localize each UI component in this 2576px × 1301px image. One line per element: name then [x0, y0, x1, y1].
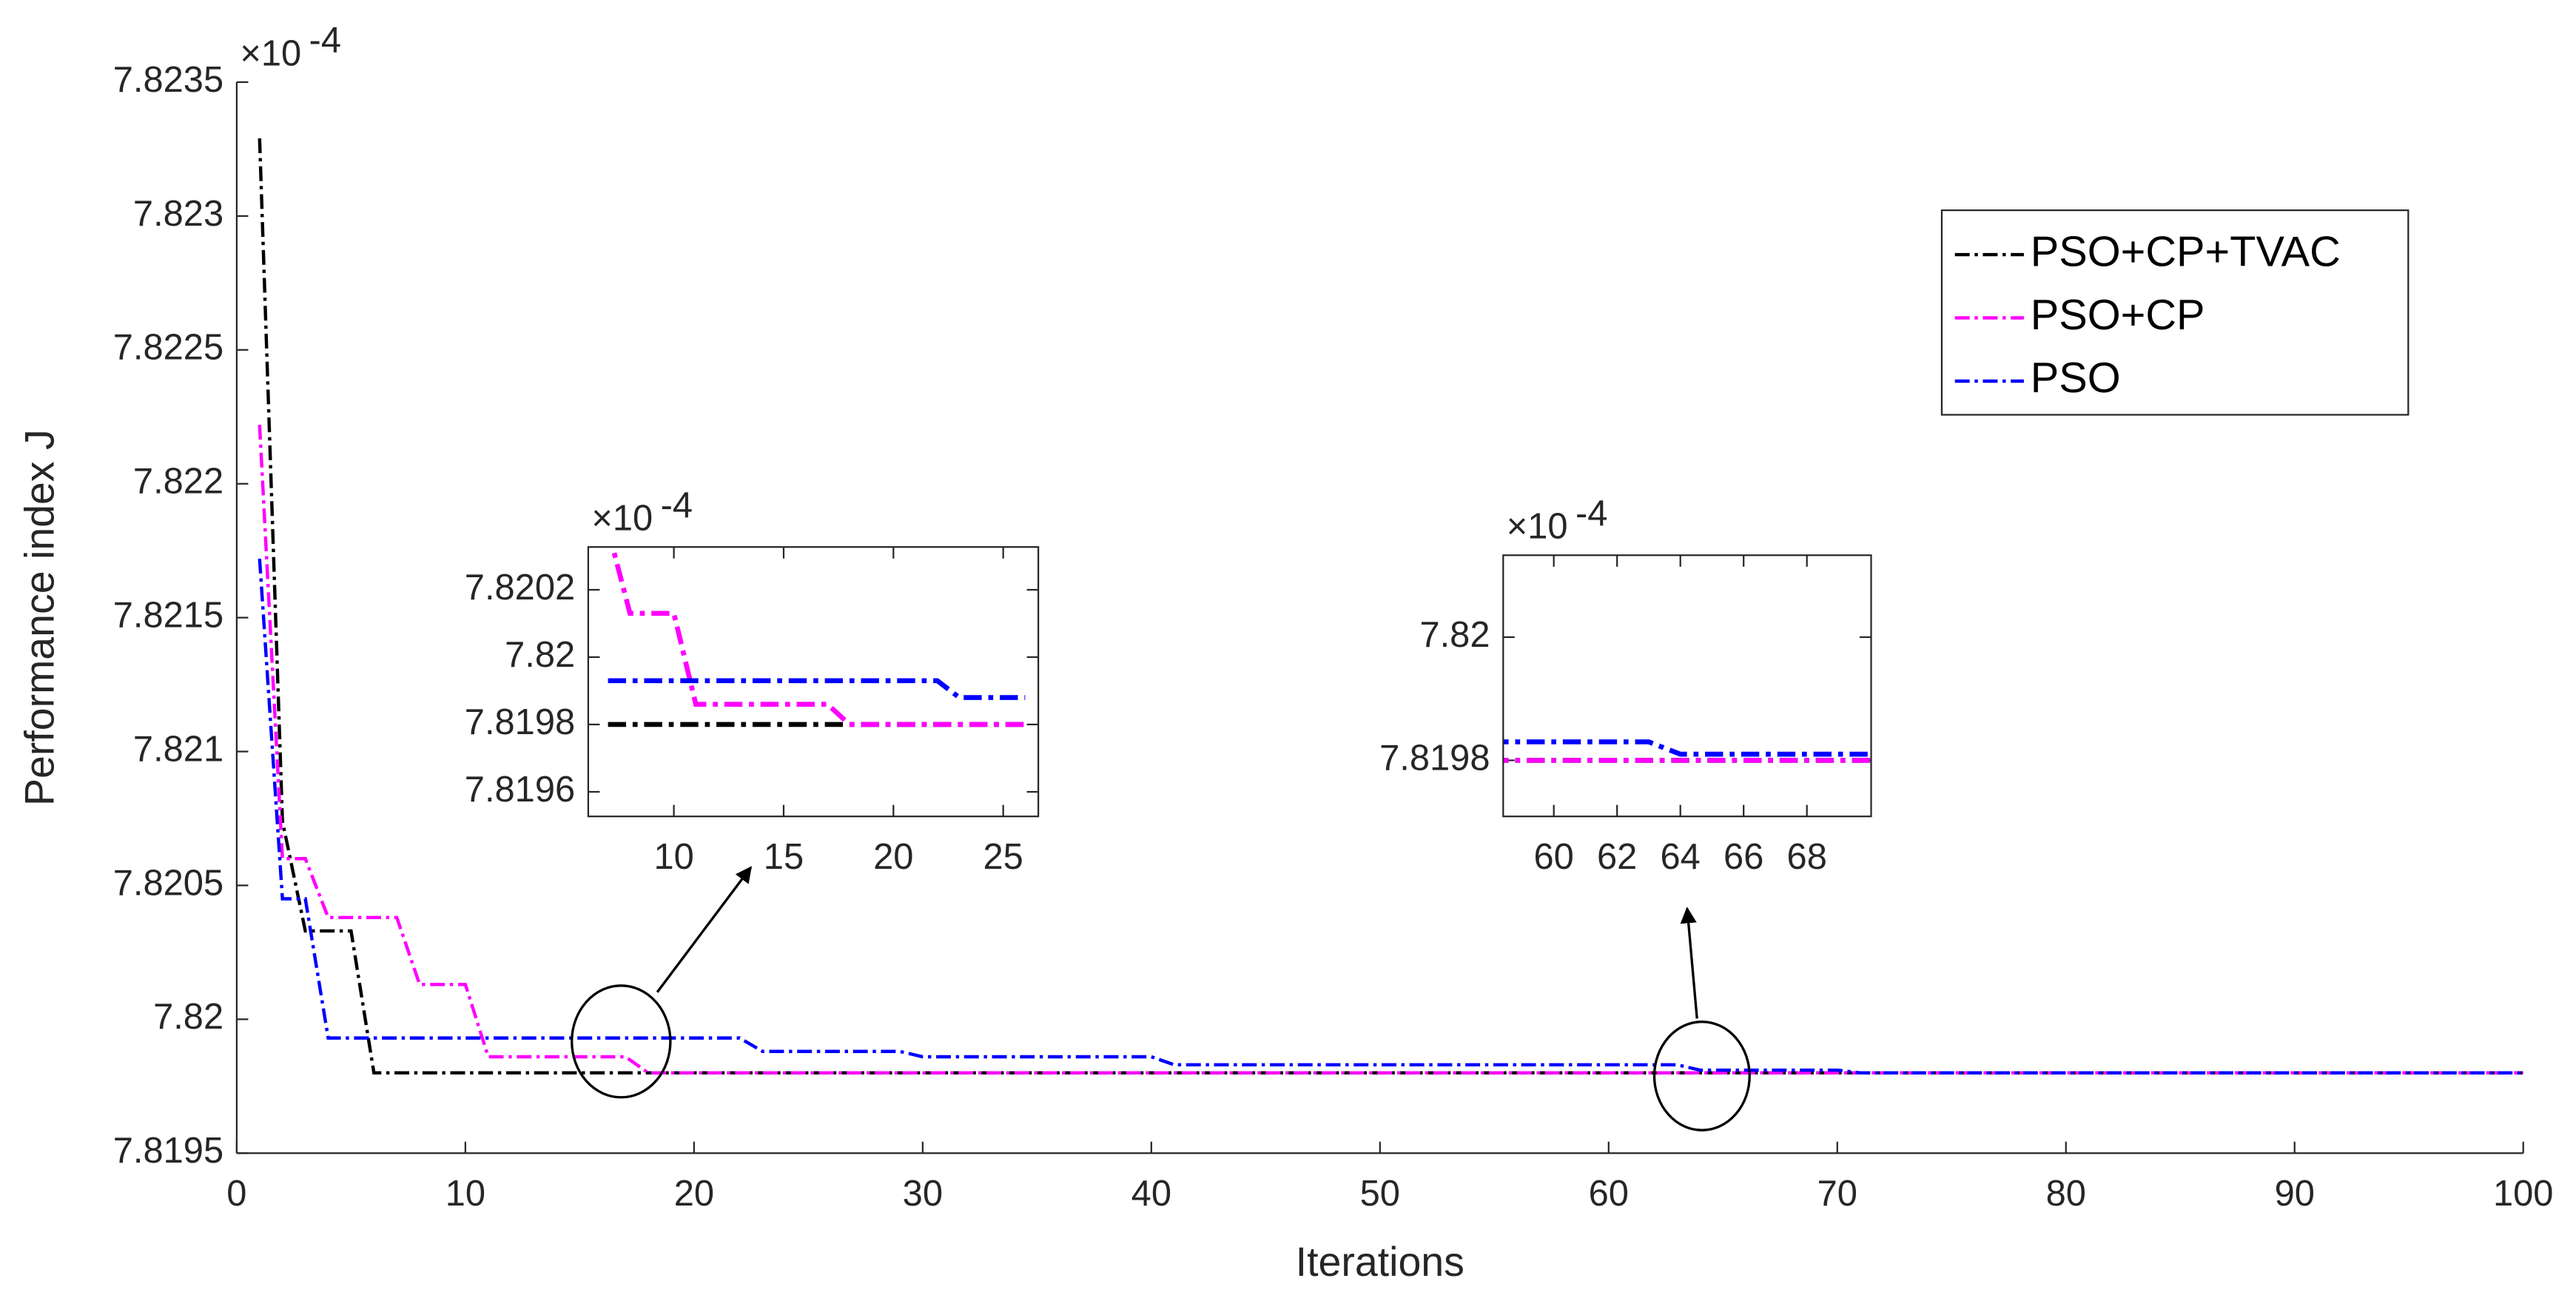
x-tick-label: 50: [1360, 1174, 1400, 1214]
y-tick-label: 7.8202: [465, 568, 575, 608]
x-tick-label: 15: [764, 837, 804, 877]
annotations: [571, 866, 1751, 1132]
zoom-arrow: [1680, 907, 1698, 1019]
x-tick-label: 25: [983, 837, 1023, 877]
y-tick-label: 7.8196: [465, 770, 575, 810]
x-tick-label: 80: [2046, 1174, 2086, 1214]
x-tick-label: 0: [226, 1174, 246, 1214]
y-tick-label: 7.8198: [465, 702, 575, 742]
x-tick-label: 20: [674, 1174, 714, 1214]
y-multiplier: ×10: [240, 33, 301, 73]
x-tick-label: 66: [1724, 837, 1763, 877]
legend-label: PSO+CP+TVAC: [2031, 228, 2341, 275]
y-tick-label: 7.82: [153, 997, 223, 1037]
main-plot: 0 10 20 30 40 50 60 70 80 90 100 7.8195 7.82 7.8205 7.…: [17, 21, 2554, 1285]
plot-background: [1503, 555, 1872, 817]
x-tick-label: 68: [1787, 837, 1827, 877]
y-tick-label: 7.82: [505, 635, 575, 675]
y-tick-label: 7.8198: [1379, 738, 1490, 778]
series-line: [608, 678, 1026, 700]
x-tick-label: 64: [1661, 837, 1701, 877]
y-tick-label: 7.823: [133, 194, 223, 234]
x-tick-label: 100: [2493, 1174, 2553, 1214]
series-line: [258, 558, 2523, 1075]
y-tick-label: 7.8215: [113, 596, 223, 636]
x-tick-label: 60: [1589, 1174, 1629, 1214]
x-axis-label: Iterations: [1296, 1239, 1464, 1285]
zoom-ellipse: [1652, 1020, 1751, 1132]
zoom-ellipse: [571, 984, 672, 1099]
legend-label: PSO+CP: [2031, 292, 2205, 339]
x-tick-label: 30: [903, 1174, 943, 1214]
inset-plot: 10 15 20 25 7.8196 7.8198 7.82 7.8202 ×10 -4: [465, 485, 1040, 877]
zoom-arrow: [656, 866, 752, 993]
y-exponent: -4: [1575, 494, 1607, 534]
x-tick-label: 60: [1534, 837, 1574, 877]
y-tick-label: 7.82: [1419, 615, 1490, 655]
y-tick-label: 7.821: [133, 729, 223, 769]
plot-frame: [587, 546, 1040, 818]
y-exponent: -4: [309, 21, 341, 61]
x-tick-label: 10: [445, 1174, 485, 1214]
plot-frame: [1502, 554, 1872, 818]
y-axis-label: Performance index J: [17, 429, 63, 806]
x-tick-label: 20: [873, 837, 913, 877]
y-multiplier: ×10: [1507, 507, 1568, 547]
x-tick-label: 10: [653, 837, 693, 877]
x-tick-label: 70: [1817, 1174, 1857, 1214]
y-tick-label: 7.8225: [113, 328, 223, 368]
legend: PSO+CP+TVAC PSO+CP PSO: [1940, 209, 2409, 416]
y-tick-label: 7.8235: [113, 60, 223, 100]
x-tick-label: 90: [2275, 1174, 2315, 1214]
inset-plot: 60 62 64 66 68 7.8198 7.82 ×10 -4: [1379, 494, 1872, 877]
y-exponent: -4: [661, 485, 693, 525]
plot-background: [588, 547, 1039, 817]
x-tick-label: 40: [1131, 1174, 1171, 1214]
series-line: [1503, 739, 1871, 757]
x-tick-label: 62: [1597, 837, 1637, 877]
legend-label: PSO: [2031, 354, 2121, 402]
y-multiplier: ×10: [591, 499, 653, 539]
y-tick-label: 7.822: [133, 462, 223, 502]
series-line: [610, 547, 1026, 727]
y-tick-label: 7.8195: [113, 1131, 223, 1171]
y-tick-label: 7.8205: [113, 863, 223, 903]
